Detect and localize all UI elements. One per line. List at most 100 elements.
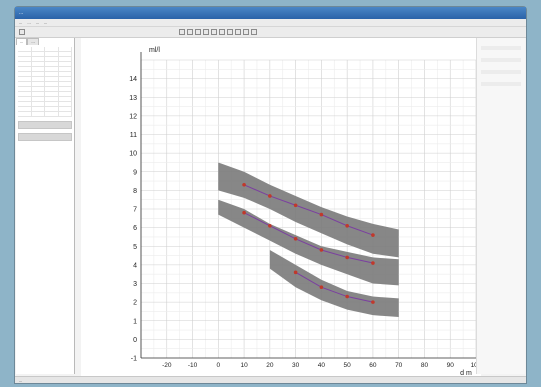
menu-item[interactable]: ...	[19, 20, 23, 25]
x-tick-label: 10	[240, 362, 248, 369]
parameter-cell	[45, 62, 59, 66]
x-tick-label: 70	[395, 362, 403, 369]
parameter-cell	[59, 72, 72, 76]
y-tick-label: 9	[133, 169, 137, 176]
parameter-cell	[45, 67, 59, 71]
parameter-row[interactable]	[18, 52, 72, 57]
parameter-row[interactable]	[18, 47, 72, 52]
toolbar-button[interactable]	[235, 29, 241, 35]
parameter-cell	[59, 112, 72, 116]
parameter-row[interactable]	[18, 102, 72, 107]
data-point	[371, 233, 375, 237]
parameter-row[interactable]	[18, 107, 72, 112]
parameter-cell	[32, 72, 45, 76]
parameter-row[interactable]	[18, 87, 72, 92]
parameter-cell	[32, 107, 45, 111]
parameter-cell	[18, 107, 32, 111]
chart-band	[218, 199, 399, 286]
panel-tab[interactable]: ...	[16, 38, 28, 45]
parameter-cell	[45, 92, 59, 96]
parameter-cell	[45, 87, 59, 91]
menu-item[interactable]: ...	[44, 20, 48, 25]
data-point	[371, 300, 375, 304]
parameter-row[interactable]	[18, 97, 72, 102]
x-tick-label: 90	[447, 362, 455, 369]
toolbar-button[interactable]	[211, 29, 217, 35]
y-tick-label: 3	[133, 281, 137, 288]
menu-item[interactable]: ...	[27, 20, 31, 25]
toolbar	[15, 27, 526, 38]
toolbar-button[interactable]	[187, 29, 193, 35]
info-line	[481, 46, 521, 50]
parameter-cell	[18, 102, 32, 106]
toolbar-button[interactable]	[195, 29, 201, 35]
parameter-cell	[45, 82, 59, 86]
panel-section	[18, 133, 72, 141]
y-tick-label: 0	[133, 337, 137, 344]
y-tick-label: 4	[133, 262, 137, 269]
y-axis-label: ml/l	[149, 47, 160, 54]
parameter-cell	[18, 72, 32, 76]
data-point	[242, 210, 246, 215]
parameter-cell	[18, 82, 32, 86]
parameter-table	[18, 47, 72, 117]
info-line	[481, 58, 521, 62]
status-bar: ...	[15, 376, 526, 383]
y-tick-label: 8	[133, 188, 137, 195]
toolbar-button[interactable]	[243, 29, 249, 35]
toolbar-button[interactable]	[227, 29, 233, 35]
panel-tab[interactable]: ...	[27, 38, 39, 45]
parameter-cell	[59, 82, 72, 86]
toolbar-button[interactable]	[179, 29, 185, 35]
y-tick-label: 14	[129, 76, 137, 83]
panel-tabs: ... ...	[16, 38, 74, 45]
parameter-row[interactable]	[18, 77, 72, 82]
parameter-cell	[18, 67, 32, 71]
x-tick-label: 60	[369, 362, 377, 369]
toolbar-button[interactable]	[19, 29, 25, 35]
data-point	[268, 223, 272, 228]
x-tick-label: 20	[266, 362, 274, 369]
parameter-cell	[45, 72, 59, 76]
parameter-row[interactable]	[18, 82, 72, 87]
parameter-cell	[59, 67, 72, 71]
parameter-cell	[45, 102, 59, 106]
data-point	[319, 285, 324, 290]
data-point	[242, 182, 246, 187]
parameter-cell	[59, 47, 72, 51]
info-line	[481, 70, 521, 74]
parameter-cell	[59, 107, 72, 111]
parameter-row[interactable]	[18, 62, 72, 67]
y-tick-label: 5	[133, 244, 137, 251]
parameter-cell	[45, 97, 59, 101]
data-point	[371, 261, 375, 265]
parameter-cell	[18, 62, 32, 66]
parameter-cell	[59, 57, 72, 61]
parameter-row[interactable]	[18, 72, 72, 77]
y-tick-label: 12	[129, 113, 137, 120]
parameter-cell	[32, 102, 45, 106]
menu-item[interactable]: ...	[35, 20, 40, 25]
data-point	[345, 223, 349, 228]
parameter-cell	[32, 112, 45, 116]
parameter-cell	[59, 87, 72, 91]
toolbar-button[interactable]	[219, 29, 225, 35]
parameter-row[interactable]	[18, 112, 72, 117]
parameter-cell	[18, 57, 32, 61]
series-line	[295, 271, 374, 303]
x-tick-label: 80	[421, 362, 429, 369]
parameter-cell	[18, 112, 32, 116]
x-tick-label: 30	[292, 362, 300, 369]
parameter-cell	[18, 87, 32, 91]
left-data-panel: ... ...	[16, 38, 75, 374]
parameter-row[interactable]	[18, 67, 72, 72]
panel-section	[18, 121, 72, 129]
parameter-cell	[32, 82, 45, 86]
parameter-row[interactable]	[18, 57, 72, 62]
y-tick-label: 10	[129, 151, 137, 158]
toolbar-button[interactable]	[251, 29, 257, 35]
toolbar-button[interactable]	[203, 29, 209, 35]
info-line	[481, 82, 521, 86]
parameter-row[interactable]	[18, 92, 72, 97]
